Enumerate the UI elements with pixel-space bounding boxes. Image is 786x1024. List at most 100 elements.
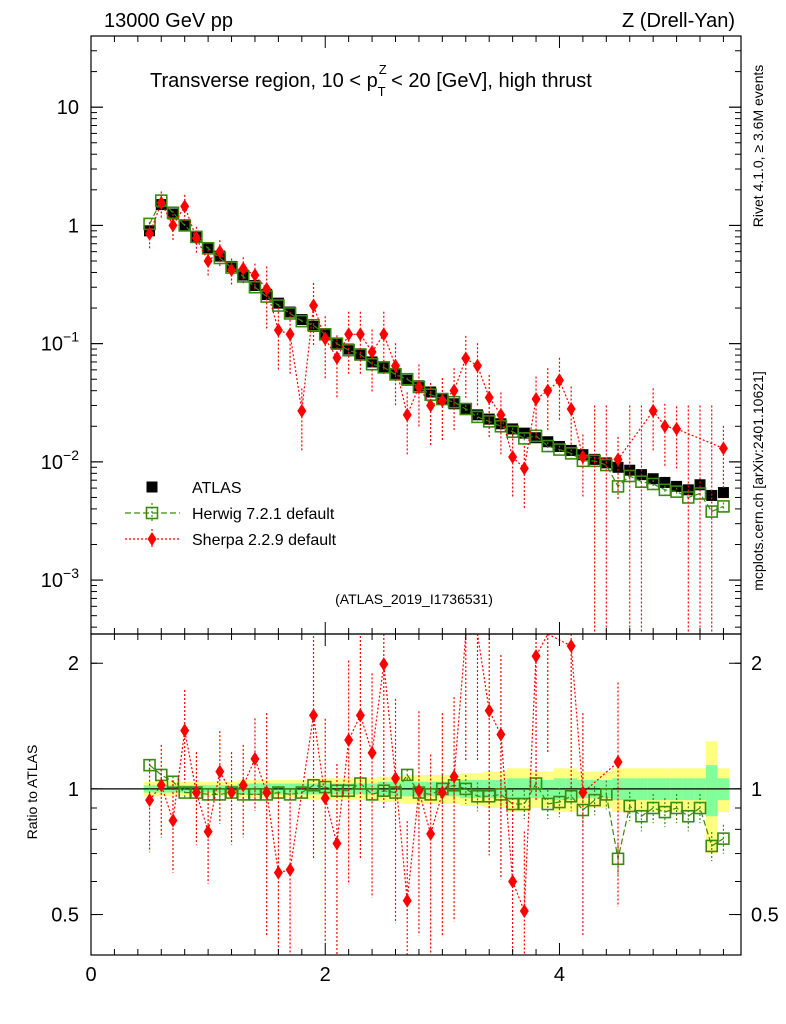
y-tick-label: 0.5 bbox=[51, 905, 79, 927]
data-point bbox=[391, 771, 401, 786]
data-point bbox=[379, 327, 389, 342]
data-point bbox=[717, 832, 730, 845]
data-point bbox=[623, 799, 637, 813]
ratio-ylabel: Ratio to ATLAS bbox=[24, 745, 40, 840]
data-point bbox=[459, 402, 473, 416]
data-point bbox=[320, 331, 330, 346]
energy-label: 13000 GeV pp bbox=[104, 10, 233, 32]
data-point bbox=[693, 801, 707, 815]
data-point bbox=[145, 226, 155, 241]
y-tick-label: 10−3 bbox=[41, 565, 79, 592]
y-tick-label: 10−1 bbox=[41, 329, 79, 356]
mcplots-label: mcplots.cern.ch [arXiv:2401.10621] bbox=[750, 371, 766, 590]
data-point bbox=[705, 839, 719, 853]
data-point bbox=[496, 727, 506, 742]
data-point bbox=[566, 638, 576, 653]
data-point bbox=[391, 358, 401, 373]
data-point bbox=[156, 778, 166, 793]
data-point bbox=[496, 407, 506, 422]
data-point bbox=[166, 775, 180, 789]
legend-label: Herwig 7.2.1 default bbox=[192, 506, 335, 523]
x-tick-label: 2 bbox=[320, 964, 331, 986]
data-point bbox=[332, 350, 342, 365]
data-point bbox=[367, 745, 377, 760]
data-point bbox=[400, 768, 414, 782]
data-point bbox=[613, 754, 623, 769]
data-point bbox=[227, 785, 237, 800]
data-point bbox=[484, 390, 494, 405]
data-point bbox=[238, 778, 248, 793]
data-point bbox=[262, 785, 272, 800]
data-point bbox=[542, 436, 554, 448]
data-point bbox=[344, 327, 354, 342]
data-point bbox=[156, 195, 166, 210]
data-point bbox=[273, 865, 283, 880]
legend-marker bbox=[146, 481, 158, 493]
data-point bbox=[694, 479, 706, 491]
legend-marker bbox=[147, 532, 157, 546]
data-point bbox=[379, 657, 389, 672]
y-tick-label: 1 bbox=[68, 215, 79, 237]
data-point bbox=[297, 403, 307, 418]
data-point bbox=[508, 874, 518, 889]
data-point bbox=[250, 751, 260, 766]
data-point bbox=[566, 402, 576, 417]
data-point bbox=[612, 461, 624, 473]
data-point bbox=[576, 803, 590, 817]
data-point bbox=[355, 708, 365, 723]
data-point bbox=[506, 425, 519, 438]
plot-title: Transverse region, 10 < pZ T < 20 [GeV], … bbox=[150, 62, 592, 99]
title-sup: Z bbox=[379, 62, 387, 77]
data-point bbox=[578, 785, 588, 800]
legend-entry-herwig: Herwig 7.2.1 default bbox=[125, 503, 335, 523]
title-sub: T bbox=[378, 84, 386, 99]
ratio-axes-frame bbox=[90, 633, 742, 956]
data-point bbox=[309, 298, 319, 313]
data-point bbox=[519, 461, 529, 476]
data-point bbox=[203, 253, 213, 268]
data-point bbox=[191, 785, 201, 800]
y-tick-label-right: 2 bbox=[751, 653, 762, 675]
y-tick-label: 10−2 bbox=[41, 447, 79, 474]
data-point bbox=[191, 231, 201, 246]
data-point bbox=[401, 374, 413, 386]
legend-label: ATLAS bbox=[192, 480, 242, 497]
data-point bbox=[717, 500, 730, 513]
series-sherpa bbox=[145, 191, 728, 634]
data-point bbox=[508, 449, 518, 464]
data-point bbox=[437, 785, 447, 800]
data-point bbox=[203, 824, 213, 839]
data-point bbox=[168, 813, 178, 828]
data-point bbox=[459, 782, 473, 796]
data-point bbox=[672, 421, 682, 436]
data-point bbox=[309, 708, 319, 723]
data-point bbox=[273, 323, 283, 338]
data-point bbox=[227, 262, 237, 277]
data-point bbox=[296, 314, 308, 326]
y-tick-label: 2 bbox=[68, 653, 79, 675]
data-point bbox=[215, 764, 225, 779]
x-tick-label: 4 bbox=[554, 964, 565, 986]
data-point bbox=[285, 327, 295, 342]
data-point bbox=[308, 320, 320, 332]
data-point bbox=[670, 801, 683, 815]
data-point bbox=[613, 452, 623, 467]
data-point bbox=[437, 393, 447, 408]
data-point bbox=[180, 199, 190, 214]
data-point bbox=[660, 419, 670, 434]
data-point bbox=[659, 476, 671, 488]
data-point bbox=[718, 441, 728, 456]
data-point bbox=[414, 783, 424, 798]
data-point bbox=[449, 383, 459, 398]
data-point bbox=[402, 893, 412, 908]
data-point bbox=[320, 791, 330, 806]
data-point bbox=[426, 398, 436, 413]
legend-label: Sherpa 2.2.9 default bbox=[192, 532, 337, 549]
series-sherpa bbox=[145, 633, 623, 955]
legend: ATLAS Herwig 7.2.1 default Sherpa 2.2.9 de… bbox=[125, 480, 337, 549]
data-point bbox=[461, 351, 471, 366]
y-tick-label: 1 bbox=[68, 779, 79, 801]
data-point bbox=[272, 299, 285, 312]
